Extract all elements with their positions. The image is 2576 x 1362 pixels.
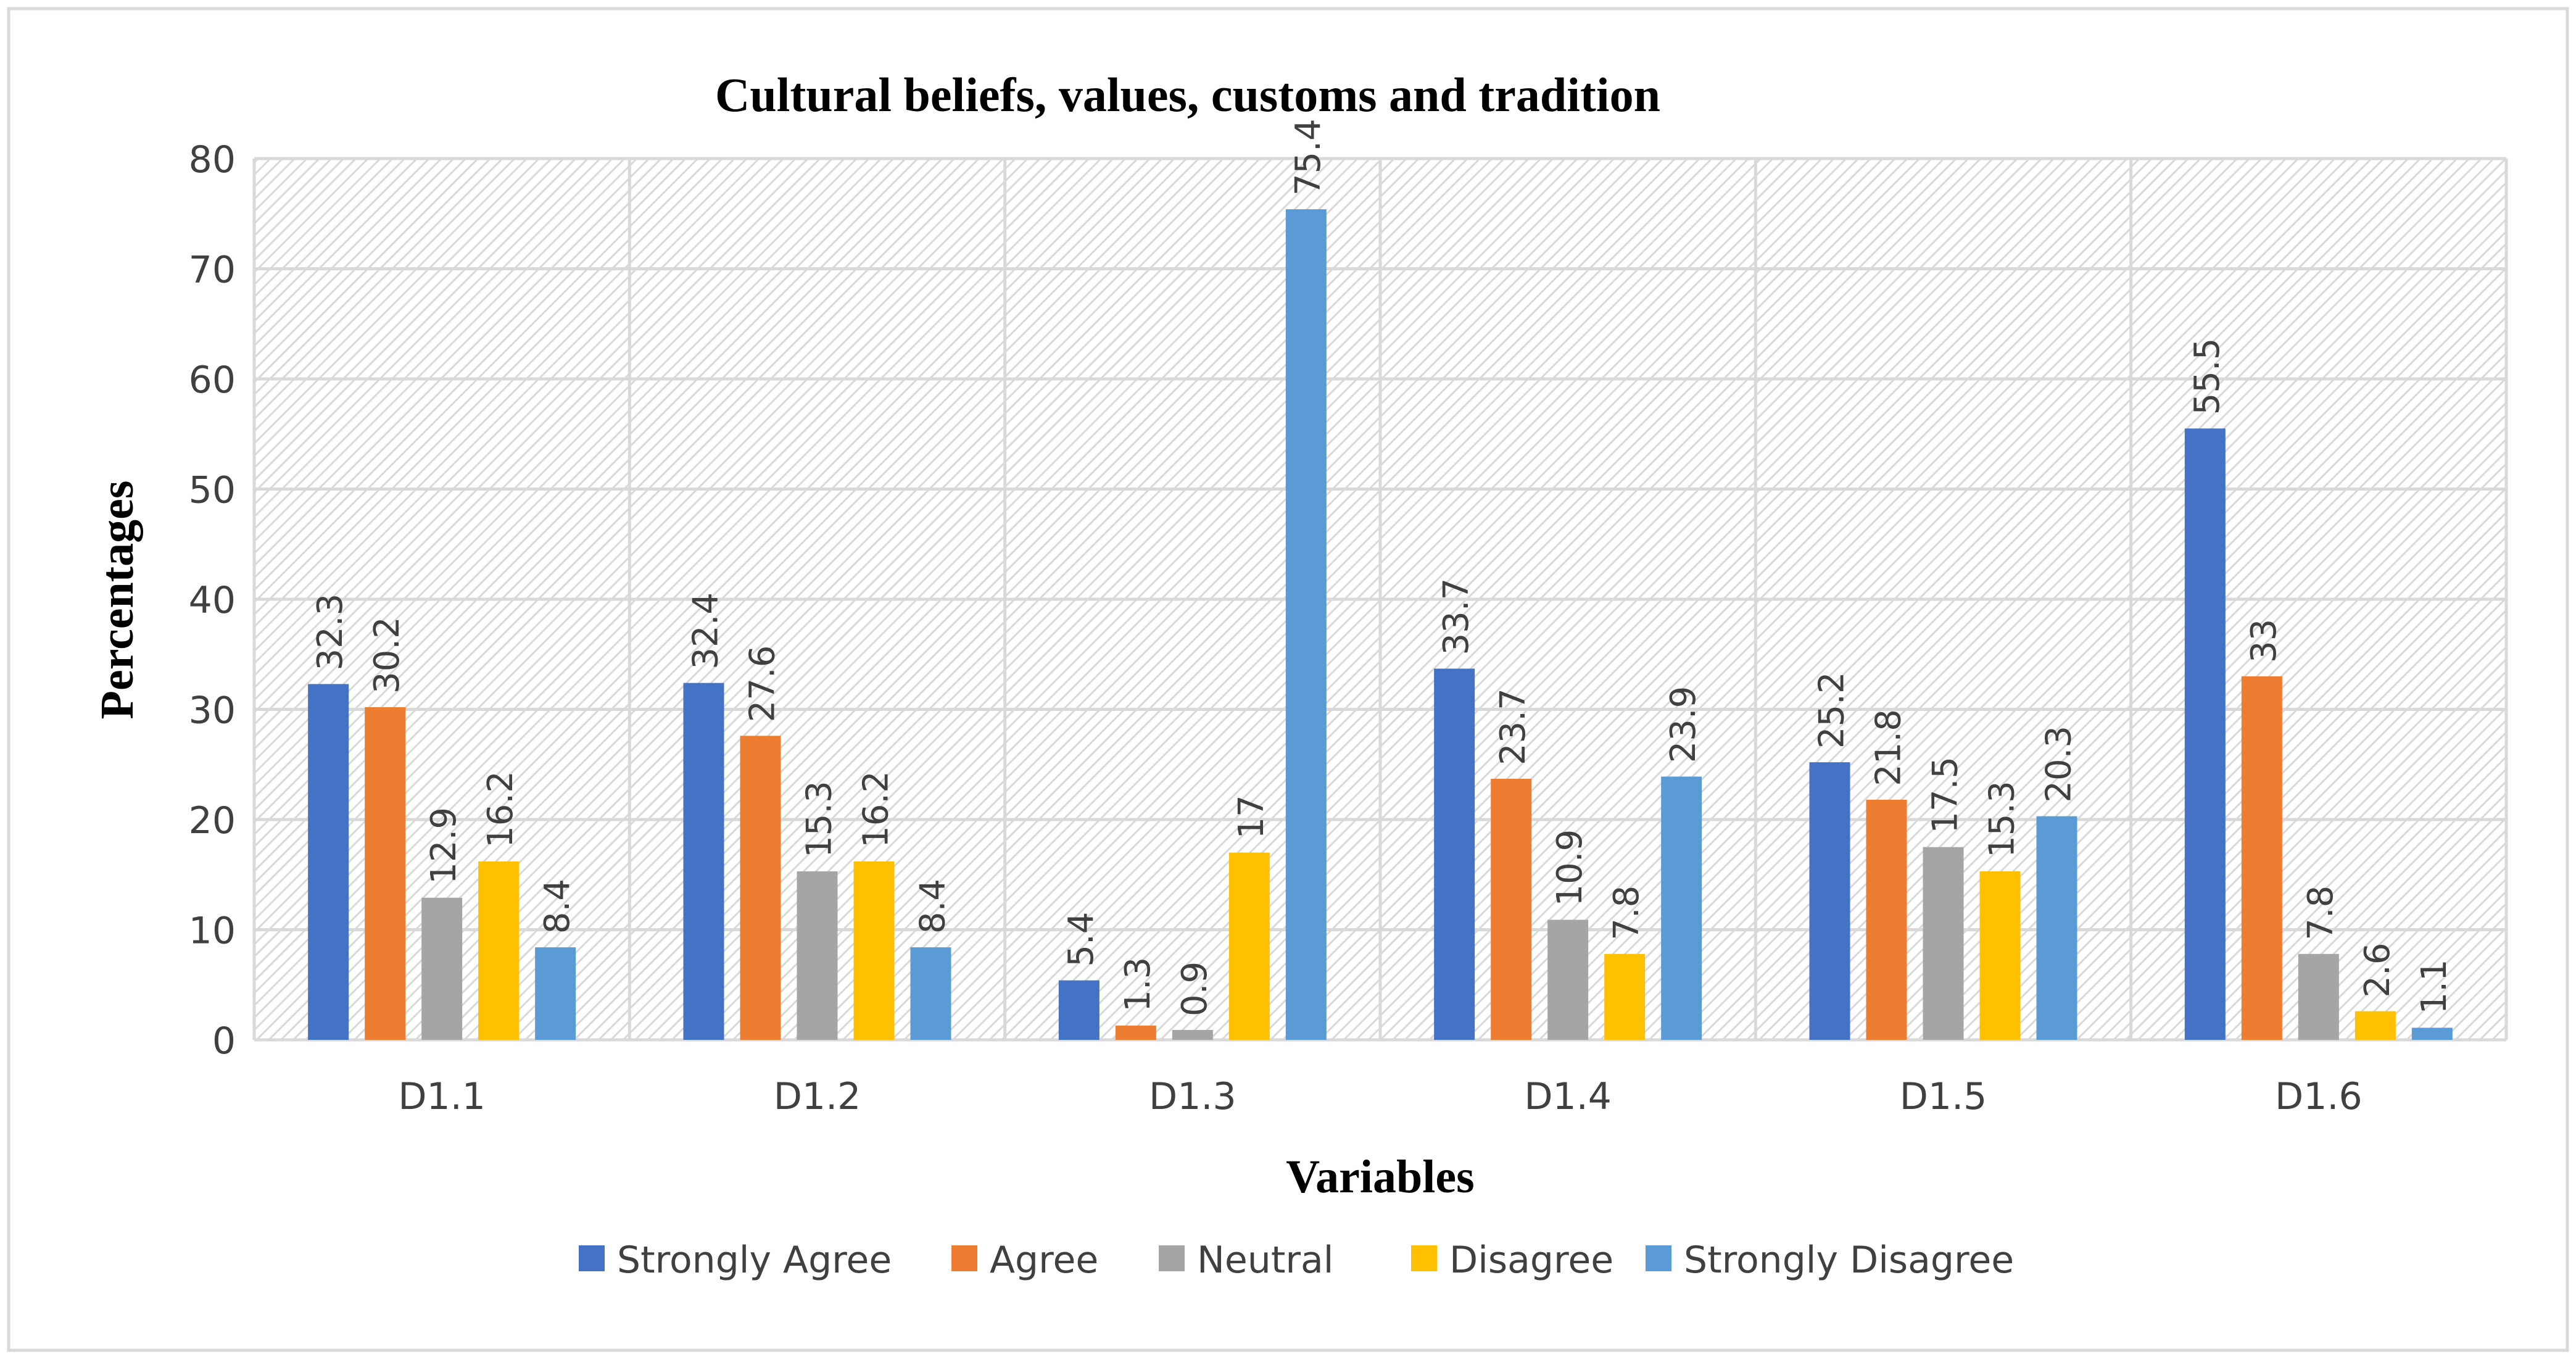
bar-d1-6-disagree bbox=[2354, 1011, 2396, 1040]
chart-title: Cultural beliefs, values, customs and tr… bbox=[715, 68, 1660, 122]
bars bbox=[308, 209, 2453, 1040]
data-label: 8.4 bbox=[537, 879, 578, 934]
data-label: 27.6 bbox=[743, 646, 783, 723]
y-tick-label: 80 bbox=[189, 138, 236, 181]
legend: Strongly Agree Agree Neutral Disagree Strong… bbox=[579, 1239, 2014, 1282]
x-tick-label: D1.1 bbox=[398, 1075, 486, 1118]
y-tick-label: 30 bbox=[189, 689, 236, 733]
data-label: 23.7 bbox=[1493, 688, 1533, 765]
data-label: 23.9 bbox=[1663, 686, 1704, 763]
data-label: 33 bbox=[2244, 619, 2284, 663]
bar-d1-1-strongly-agree bbox=[308, 684, 349, 1040]
gridlines bbox=[252, 157, 2508, 1042]
bar-d1-4-neutral bbox=[1547, 920, 1589, 1040]
data-label: 5.4 bbox=[1061, 912, 1101, 967]
y-axis-ticks: 0 10 20 30 40 50 60 70 80 bbox=[189, 138, 236, 1063]
y-tick-label: 40 bbox=[189, 579, 236, 622]
x-tick-label: D1.4 bbox=[1524, 1075, 1612, 1118]
data-label: 33.7 bbox=[1436, 578, 1476, 655]
bar-d1-1-strongly-disagree bbox=[535, 947, 576, 1040]
data-label: 10.9 bbox=[1550, 829, 1590, 907]
bar-d1-5-neutral bbox=[1923, 847, 1964, 1040]
bar-d1-5-disagree bbox=[1979, 871, 2021, 1040]
bar-d1-4-agree bbox=[1491, 778, 1532, 1040]
y-tick-label: 50 bbox=[189, 469, 236, 512]
data-label: 16.2 bbox=[481, 771, 521, 848]
legend-swatch bbox=[1159, 1245, 1185, 1271]
data-label: 30.2 bbox=[367, 617, 407, 694]
bar-d1-4-strongly-disagree bbox=[1661, 776, 1702, 1040]
bar-d1-2-strongly-agree bbox=[683, 683, 724, 1040]
data-label: 32.4 bbox=[686, 592, 726, 670]
bar-d1-6-strongly-disagree bbox=[2411, 1028, 2453, 1040]
x-tick-label: D1.6 bbox=[2275, 1075, 2363, 1118]
data-label: 55.5 bbox=[2187, 338, 2227, 415]
y-tick-label: 70 bbox=[189, 249, 236, 292]
bar-d1-3-strongly-disagree bbox=[1285, 209, 1327, 1040]
y-tick-label: 20 bbox=[189, 799, 236, 842]
legend-label: Strongly Disagree bbox=[1684, 1239, 2014, 1282]
data-label: 7.8 bbox=[2301, 886, 2341, 941]
data-label: 17 bbox=[1232, 795, 1272, 839]
data-label: 32.3 bbox=[310, 594, 350, 671]
legend-swatch bbox=[579, 1245, 605, 1271]
data-label: 75.4 bbox=[1288, 118, 1328, 196]
bar-d1-4-disagree bbox=[1604, 953, 1646, 1040]
data-label: 8.4 bbox=[913, 879, 953, 934]
y-axis-title: Percentages bbox=[91, 481, 143, 720]
data-label: 12.9 bbox=[424, 807, 464, 884]
bar-d1-6-agree bbox=[2241, 676, 2282, 1040]
bar-d1-3-neutral bbox=[1172, 1029, 1213, 1040]
x-axis-title: Variables bbox=[1286, 1151, 1474, 1203]
bar-d1-3-agree bbox=[1115, 1025, 1156, 1040]
legend-label: Agree bbox=[990, 1239, 1098, 1282]
bar-d1-2-disagree bbox=[853, 861, 895, 1040]
bar-d1-2-strongly-disagree bbox=[910, 947, 951, 1040]
legend-label: Disagree bbox=[1449, 1239, 1613, 1282]
data-label: 0.9 bbox=[1175, 961, 1215, 1016]
data-label: 21.8 bbox=[1869, 709, 1909, 786]
legend-label: Strongly Agree bbox=[617, 1239, 892, 1282]
x-tick-label: D1.2 bbox=[774, 1075, 861, 1118]
data-labels: 32.3 30.2 12.9 16.2 8.4 32.4 27.6 15.3 16.2 8.4 5.… bbox=[310, 118, 2454, 1016]
x-axis-ticks: D1.1 D1.2 D1.3 D1.4 D1.5 D1.6 bbox=[398, 1075, 2362, 1118]
bar-d1-5-agree bbox=[1866, 799, 1907, 1040]
bar-d1-1-agree bbox=[365, 707, 406, 1040]
bar-d1-4-strongly-agree bbox=[1434, 668, 1475, 1040]
data-label: 15.3 bbox=[1982, 781, 2023, 858]
data-label: 17.5 bbox=[1926, 757, 1966, 834]
data-label: 15.3 bbox=[800, 781, 840, 858]
data-label: 25.2 bbox=[1812, 671, 1852, 749]
x-tick-label: D1.3 bbox=[1149, 1075, 1236, 1118]
legend-label: Neutral bbox=[1197, 1239, 1333, 1282]
bar-d1-1-neutral bbox=[421, 897, 463, 1040]
data-label: 1.3 bbox=[1118, 957, 1158, 1012]
bar-d1-2-neutral bbox=[797, 871, 838, 1040]
bar-d1-2-agree bbox=[740, 736, 781, 1040]
bar-d1-1-disagree bbox=[478, 861, 520, 1040]
bar-d1-5-strongly-agree bbox=[1809, 762, 1850, 1040]
legend-swatch bbox=[951, 1245, 977, 1271]
y-tick-label: 0 bbox=[212, 1019, 236, 1063]
data-label: 16.2 bbox=[856, 771, 897, 848]
legend-swatch bbox=[1411, 1245, 1437, 1271]
bar-d1-6-neutral bbox=[2298, 953, 2339, 1040]
data-label: 7.8 bbox=[1607, 886, 1647, 941]
y-tick-label: 60 bbox=[189, 359, 236, 402]
y-tick-label: 10 bbox=[189, 910, 236, 953]
x-tick-label: D1.5 bbox=[1900, 1075, 1987, 1118]
data-label: 1.1 bbox=[2414, 959, 2454, 1014]
legend-swatch bbox=[1646, 1245, 1671, 1271]
bar-d1-3-strongly-agree bbox=[1058, 980, 1100, 1040]
data-label: 2.6 bbox=[2358, 943, 2398, 998]
bar-d1-3-disagree bbox=[1228, 852, 1270, 1040]
bar-d1-5-strongly-disagree bbox=[2036, 816, 2077, 1040]
bar-d1-6-strongly-agree bbox=[2184, 428, 2226, 1040]
data-label: 20.3 bbox=[2039, 726, 2079, 803]
